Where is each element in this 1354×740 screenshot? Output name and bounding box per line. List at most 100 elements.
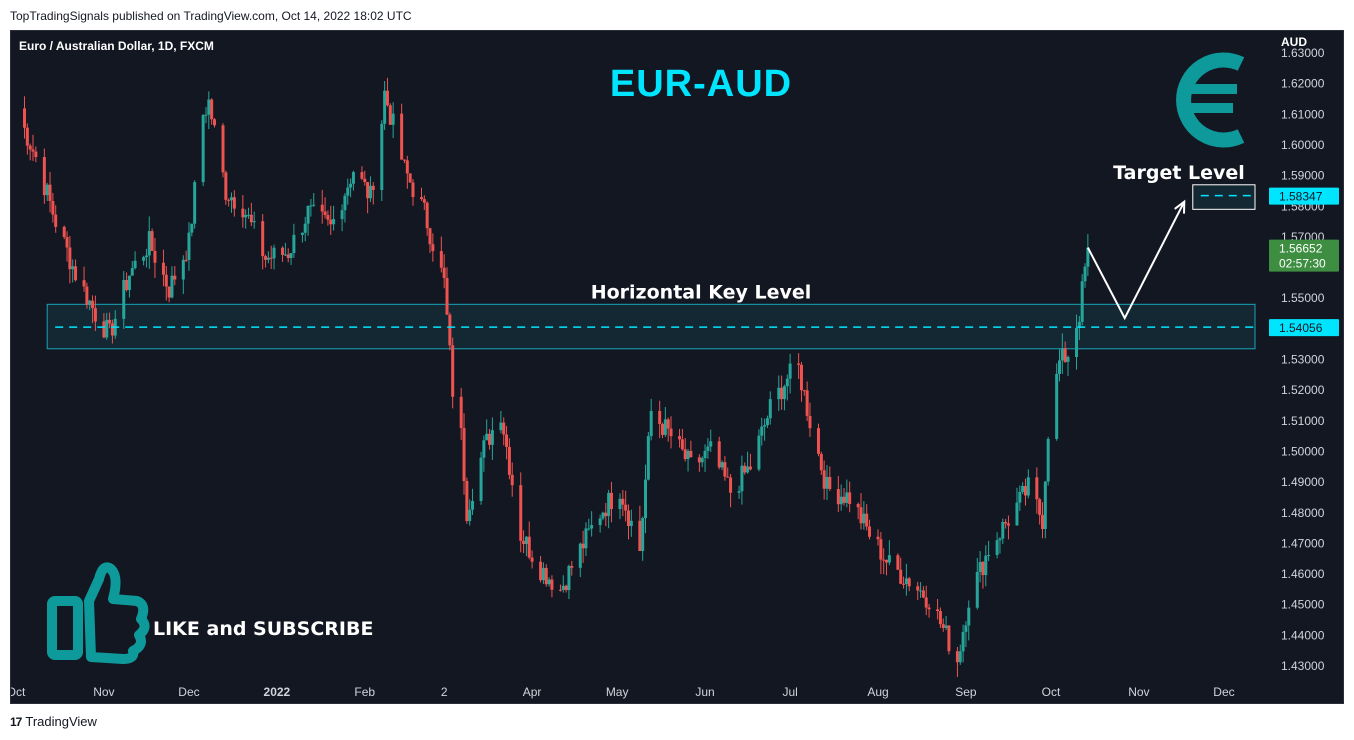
candle-body bbox=[607, 492, 611, 517]
candle-body bbox=[1001, 521, 1005, 539]
candle-body bbox=[828, 476, 832, 490]
candle-body bbox=[604, 512, 608, 517]
price-tick-label: 1.47000 bbox=[1281, 536, 1325, 550]
candle-body bbox=[439, 251, 443, 268]
candle-body bbox=[522, 540, 526, 545]
candle-body bbox=[62, 226, 66, 238]
candle-body bbox=[561, 585, 565, 590]
footer-brand[interactable]: TradingView bbox=[25, 714, 97, 729]
candle-body bbox=[868, 526, 872, 537]
candle-body bbox=[524, 536, 528, 545]
candle-body bbox=[646, 436, 650, 480]
candle-body bbox=[680, 439, 684, 450]
candle-body bbox=[927, 607, 931, 610]
target-price-tag-bg bbox=[1269, 187, 1339, 205]
candle-body bbox=[598, 518, 602, 526]
candle-body bbox=[31, 149, 35, 152]
key-price-tag-text: 1.54056 bbox=[1279, 321, 1323, 335]
chart-title: EUR-AUD bbox=[610, 63, 792, 105]
candle-body bbox=[462, 428, 466, 482]
candle-body bbox=[808, 415, 812, 429]
candlestick-chart[interactable]: 1.630001.620001.610001.600001.590001.580… bbox=[11, 31, 1344, 704]
candle-body bbox=[292, 234, 296, 253]
candle-body bbox=[431, 244, 435, 252]
candle-body bbox=[173, 275, 177, 280]
candle-body bbox=[558, 589, 562, 591]
candle-body bbox=[1040, 514, 1044, 530]
tradingview-logo-icon[interactable]: 17 bbox=[10, 714, 22, 729]
price-tick-label: 1.43000 bbox=[1281, 659, 1325, 673]
candle-body bbox=[482, 440, 486, 458]
candle-body bbox=[661, 424, 665, 435]
price-axis[interactable]: 1.630001.620001.610001.600001.590001.580… bbox=[1281, 46, 1325, 673]
projection-path bbox=[1086, 199, 1186, 321]
candle-body bbox=[249, 214, 253, 223]
candles bbox=[23, 77, 1090, 677]
candle-body bbox=[42, 157, 46, 196]
publication-header: TopTradingSignals published on TradingVi… bbox=[10, 9, 412, 23]
candle-body bbox=[768, 399, 772, 419]
candle-body bbox=[1043, 481, 1047, 530]
target-level-label: Target Level bbox=[1113, 162, 1245, 184]
chart-frame[interactable]: 1.63000 1.62000 1.61000 1.60000 1.59000 1.580… bbox=[10, 30, 1344, 704]
candle-body bbox=[777, 387, 781, 400]
candle-body bbox=[703, 450, 707, 459]
candle-body bbox=[212, 119, 216, 126]
candle-body bbox=[68, 247, 72, 270]
candle-body bbox=[644, 479, 648, 519]
candle-body bbox=[876, 536, 880, 540]
candle-body bbox=[916, 586, 920, 591]
key-level-label: Horizontal Key Level bbox=[591, 281, 812, 303]
candle-body bbox=[564, 585, 568, 591]
thumbs-up-icon[interactable] bbox=[47, 562, 150, 664]
candle-body bbox=[1046, 438, 1050, 482]
candle-body bbox=[150, 231, 154, 251]
candle-body bbox=[230, 197, 234, 201]
time-tick-label: Dec bbox=[178, 685, 199, 699]
candle-body bbox=[269, 257, 273, 259]
candle-body bbox=[241, 208, 245, 218]
candle-body bbox=[740, 465, 744, 492]
candle-body bbox=[71, 266, 75, 270]
candle-body bbox=[1080, 281, 1084, 322]
candle-body bbox=[363, 178, 367, 183]
candle-body bbox=[1021, 486, 1025, 492]
price-tick-label: 1.60000 bbox=[1281, 138, 1325, 152]
candle-body bbox=[1023, 486, 1027, 496]
candle-body bbox=[289, 252, 293, 259]
candle-body bbox=[1058, 360, 1062, 374]
candle-body bbox=[93, 308, 97, 322]
candle-body bbox=[1015, 502, 1019, 526]
projection-arrowhead bbox=[1174, 199, 1186, 214]
time-axis[interactable]: Oct Nov Dec 2022 Feb 2 Apr May Jun Jul Aug Sep Oct No… bbox=[11, 685, 1235, 699]
time-tick-label: 2022 bbox=[264, 685, 291, 699]
candle-body bbox=[142, 257, 146, 261]
candle-body bbox=[726, 476, 730, 478]
candle-body bbox=[836, 489, 840, 505]
candle-body bbox=[286, 254, 290, 259]
time-tick-label: Apr bbox=[523, 685, 542, 699]
candle-body bbox=[488, 433, 492, 445]
candle-body bbox=[266, 257, 270, 260]
candle-body bbox=[1086, 247, 1090, 267]
time-tick-label: Oct bbox=[1042, 685, 1061, 699]
candle-body bbox=[609, 492, 613, 509]
candle-body bbox=[261, 221, 265, 257]
candle-body bbox=[629, 520, 633, 527]
candle-body bbox=[451, 345, 455, 397]
cta-text[interactable]: LIKE and SUBSCRIBE bbox=[153, 618, 373, 640]
candle-body bbox=[306, 205, 310, 224]
candle-body bbox=[746, 466, 750, 473]
candle-body bbox=[485, 433, 489, 441]
candle-body bbox=[490, 430, 494, 445]
candle-body bbox=[346, 187, 350, 196]
candle-body bbox=[941, 624, 945, 628]
candle-body bbox=[1083, 266, 1087, 282]
candle-body bbox=[425, 202, 429, 229]
price-tick-label: 1.62000 bbox=[1281, 77, 1325, 91]
candle-body bbox=[402, 159, 406, 161]
candle-body bbox=[924, 597, 928, 608]
candle-body bbox=[48, 184, 52, 201]
price-tick-label: 1.55000 bbox=[1281, 291, 1325, 305]
candle-body bbox=[459, 396, 463, 429]
